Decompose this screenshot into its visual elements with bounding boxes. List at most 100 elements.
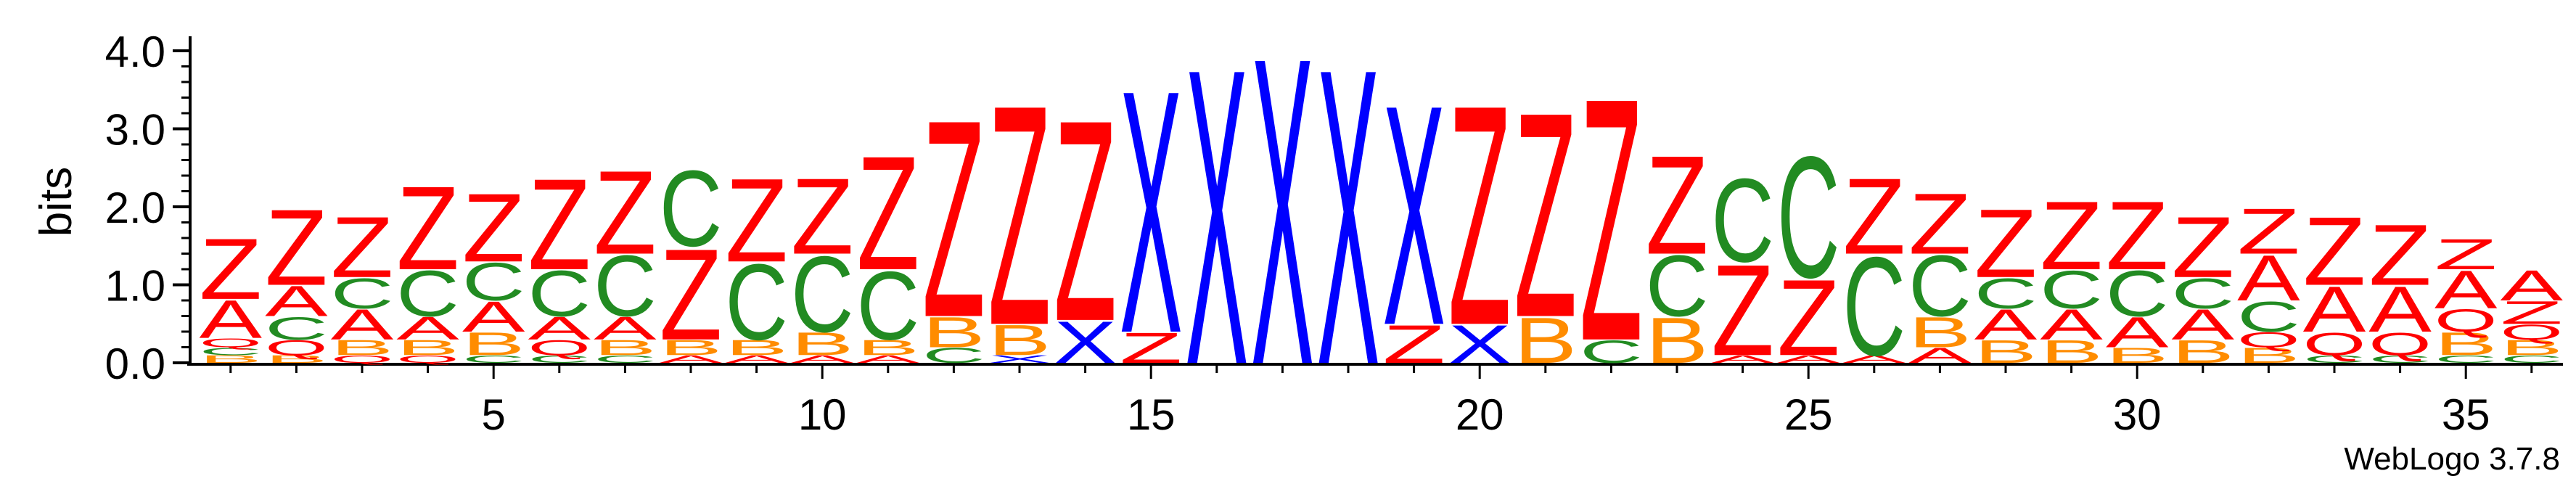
logo-letter-a: A xyxy=(791,353,854,365)
logo-letter-z: Z xyxy=(462,174,525,283)
logo-stack-24: AZC xyxy=(1711,155,1774,383)
logo-letter-z: Z xyxy=(265,186,328,308)
logo-letter-b: B xyxy=(2237,343,2300,367)
logo-letter-z: Z xyxy=(2172,198,2235,295)
logo-letter-b: B xyxy=(857,335,920,359)
logo-letter-x: X xyxy=(1054,310,1117,376)
logo-stack-17: X xyxy=(1251,0,1314,456)
logo-letter-b: B xyxy=(396,335,459,359)
logo-letter-b: B xyxy=(2435,326,2498,362)
logo-letter-z: Z xyxy=(331,198,394,295)
logo-letter-b: B xyxy=(200,353,263,365)
logo-letter-c: C xyxy=(725,241,788,363)
logo-letter-x: X xyxy=(988,353,1051,365)
logo-letter-z: Z xyxy=(1054,60,1117,381)
logo-letter-q: Q xyxy=(2368,326,2432,362)
logo-letter-c: C xyxy=(2435,353,2498,366)
logo-letter-z: Z xyxy=(1120,324,1183,372)
logo-letter-z: Z xyxy=(1382,314,1445,375)
logo-letter-c: C xyxy=(462,252,525,312)
logo-letter-a: A xyxy=(1711,353,1774,365)
y-axis-ticks: 0.0 1.0 2.0 3.0 4.0 xyxy=(105,28,190,388)
logo-letter-q: Q xyxy=(396,353,459,365)
logo-letter-z: Z xyxy=(1711,238,1774,383)
logo-letter-c: C xyxy=(660,147,723,269)
logo-stack-16: X xyxy=(1186,0,1249,453)
logo-letter-b: B xyxy=(1646,304,1709,377)
logo-letter-c: C xyxy=(1974,269,2038,318)
logo-letter-b: B xyxy=(594,335,657,359)
logo-letter-a: A xyxy=(528,310,591,346)
y-tick-label: 0.0 xyxy=(105,340,165,388)
logo-letter-z: Z xyxy=(1646,127,1709,284)
logo-letter-q: Q xyxy=(2303,326,2366,362)
logo-letter-c: C xyxy=(2303,353,2366,366)
logo-letter-b: B xyxy=(1974,333,2038,369)
logo-letter-z: Z xyxy=(988,40,1051,391)
logo-stack-14: XZ xyxy=(1054,60,1117,381)
logo-letter-a: A xyxy=(200,290,263,350)
logo-letter-c: C xyxy=(462,353,525,366)
logo-letter-x: X xyxy=(1120,19,1183,406)
x-tick-label: 15 xyxy=(1127,390,1176,439)
logo-letter-a: A xyxy=(462,293,525,341)
logo-letter-a: A xyxy=(331,301,394,349)
logo-letter-a: A xyxy=(2237,242,2300,314)
logo-letter-q: Q xyxy=(2237,328,2300,352)
x-tick-label: 20 xyxy=(1456,390,1504,439)
logo-letter-c: C xyxy=(396,258,459,330)
logo-letter-z: Z xyxy=(922,60,985,375)
logo-letter-c: C xyxy=(1843,229,1906,386)
logo-letter-z: Z xyxy=(396,161,459,295)
logo-letter-z: Z xyxy=(200,220,263,317)
y-tick-label: 4.0 xyxy=(105,28,165,76)
logo-letter-b: B xyxy=(791,326,854,362)
x-tick-label: 30 xyxy=(2113,390,2162,439)
y-tick-label: 2.0 xyxy=(105,184,165,232)
logo-letter-x: X xyxy=(1251,0,1314,456)
logo-letter-a: A xyxy=(2040,301,2103,349)
weblogo-credit: WebLogo 3.7.8 xyxy=(2344,441,2560,477)
logo-letter-b: B xyxy=(462,326,525,362)
logo-letter-z: Z xyxy=(857,122,920,304)
logo-letter-c: C xyxy=(1580,334,1643,370)
logo-letter-q: Q xyxy=(528,336,591,360)
logo-letter-c: C xyxy=(200,345,263,358)
logo-letter-a: A xyxy=(2368,273,2432,345)
logo-letter-q: Q xyxy=(331,353,394,365)
logo-letter-a: A xyxy=(725,353,788,365)
logo-letter-c: C xyxy=(1777,121,1840,315)
logo-letter-a: A xyxy=(1908,343,1972,367)
x-axis: 5 10 15 20 25 30 35 xyxy=(187,363,2563,439)
logo-letter-b: B xyxy=(265,353,328,365)
logo-letter-b: B xyxy=(2501,335,2564,359)
logo-letter-a: A xyxy=(1777,353,1840,365)
y-axis-label: bits xyxy=(31,167,81,237)
logo-letter-z: Z xyxy=(725,153,788,287)
logo-letter-a: A xyxy=(1843,353,1906,365)
logo-letter-z: Z xyxy=(1908,175,1972,272)
logo-letter-c: C xyxy=(1908,239,1972,335)
logo-stack-15: ZX xyxy=(1120,19,1183,406)
logo-letter-z: Z xyxy=(2106,181,2169,290)
y-axis: 0.0 1.0 2.0 3.0 4.0 bits xyxy=(31,28,192,388)
x-tick-label: 25 xyxy=(1784,390,1833,439)
logo-letter-c: C xyxy=(857,251,920,360)
logo-letter-c: C xyxy=(2368,353,2432,366)
